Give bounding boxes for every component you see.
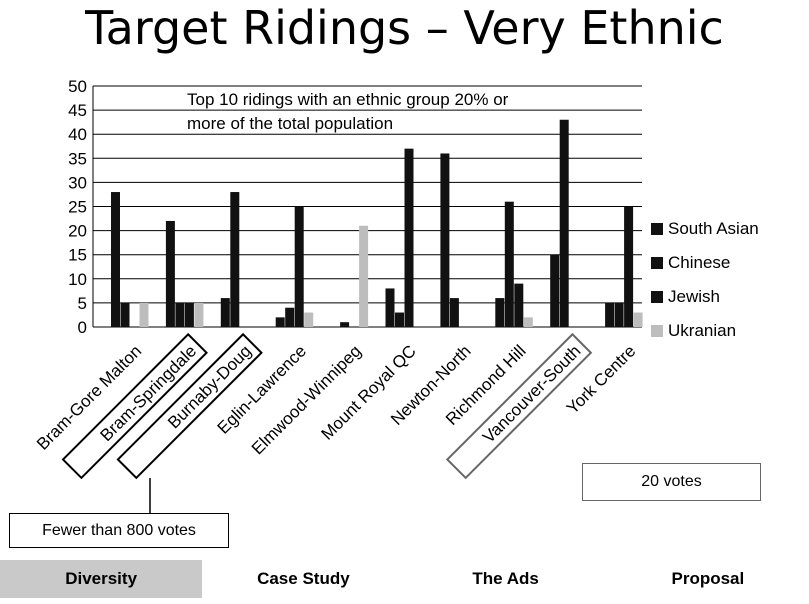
legend-label: Chinese [668,253,730,272]
tab-diversity[interactable]: Diversity [0,560,203,598]
twenty-votes-note: 20 votes [582,463,761,501]
bar [220,298,230,327]
bar [504,201,514,327]
bar [495,298,505,327]
bar [285,307,295,327]
slide-title: Target Ridings – Very Ethnic [85,1,724,55]
bar [559,119,569,327]
bar [340,322,350,327]
bar [359,225,369,327]
bar [304,312,314,327]
bar [605,302,615,327]
y-tick-label: 45 [68,101,87,120]
chart-annotation: Top 10 ridings with an ethnic group 20% … [187,90,509,109]
bar [165,220,175,327]
bar [294,206,304,327]
highlight-box [61,332,208,480]
legend-label: Ukranian [668,321,736,340]
y-tick-label: 15 [68,246,87,265]
tab-the-ads[interactable]: The Ads [472,569,539,588]
y-tick-label: 30 [68,173,87,192]
bar [523,317,533,327]
y-tick-label: 0 [78,318,87,337]
legend-label: Jewish [668,287,720,306]
bar [550,254,560,327]
bar [395,312,404,327]
y-tick-label: 10 [68,270,87,289]
y-tick-label: 35 [68,149,87,168]
chart: 0 5 10 15 20 25 30 35 40 45 50 Top 10 ridings with … [33,77,759,514]
highlight-box [116,332,263,480]
bar [633,312,643,327]
bar [624,206,634,327]
y-tick-label: 40 [68,125,87,144]
tab-proposal[interactable]: Proposal [671,569,745,588]
y-tick-label: 50 [68,77,87,96]
y-tick-label: 25 [68,198,87,217]
y-tick-label: 20 [68,222,87,241]
legend-swatch [651,325,663,337]
y-tick-label: 5 [78,294,87,313]
fewer-votes-note: Fewer than 800 votes [9,513,229,548]
bar [440,153,450,327]
legend-label: South Asian [668,219,759,238]
bar [175,302,185,327]
bar [230,192,240,327]
x-tick-label: Mount Royal QC [317,341,419,443]
bar [614,302,624,327]
bar [184,302,194,327]
chart-annotation: more of the total population [187,114,393,133]
bar [514,283,524,327]
bar [111,192,120,327]
bar [120,302,130,327]
bar [275,317,285,327]
tab-case-study[interactable]: Case Study [257,569,350,588]
legend-swatch [651,223,663,235]
bar [385,288,395,327]
bar [139,302,149,327]
bar [194,302,204,327]
x-tick-label: Vancouver-South [479,341,584,446]
bar [404,148,414,327]
legend-swatch [651,291,663,303]
x-tick-label: Bram-Gore Malton [33,341,145,453]
nav-bar: Diversity Case Study The Ads Proposal [0,560,809,598]
bar [449,298,459,327]
highlight-box [445,332,593,480]
legend-swatch [651,257,663,269]
